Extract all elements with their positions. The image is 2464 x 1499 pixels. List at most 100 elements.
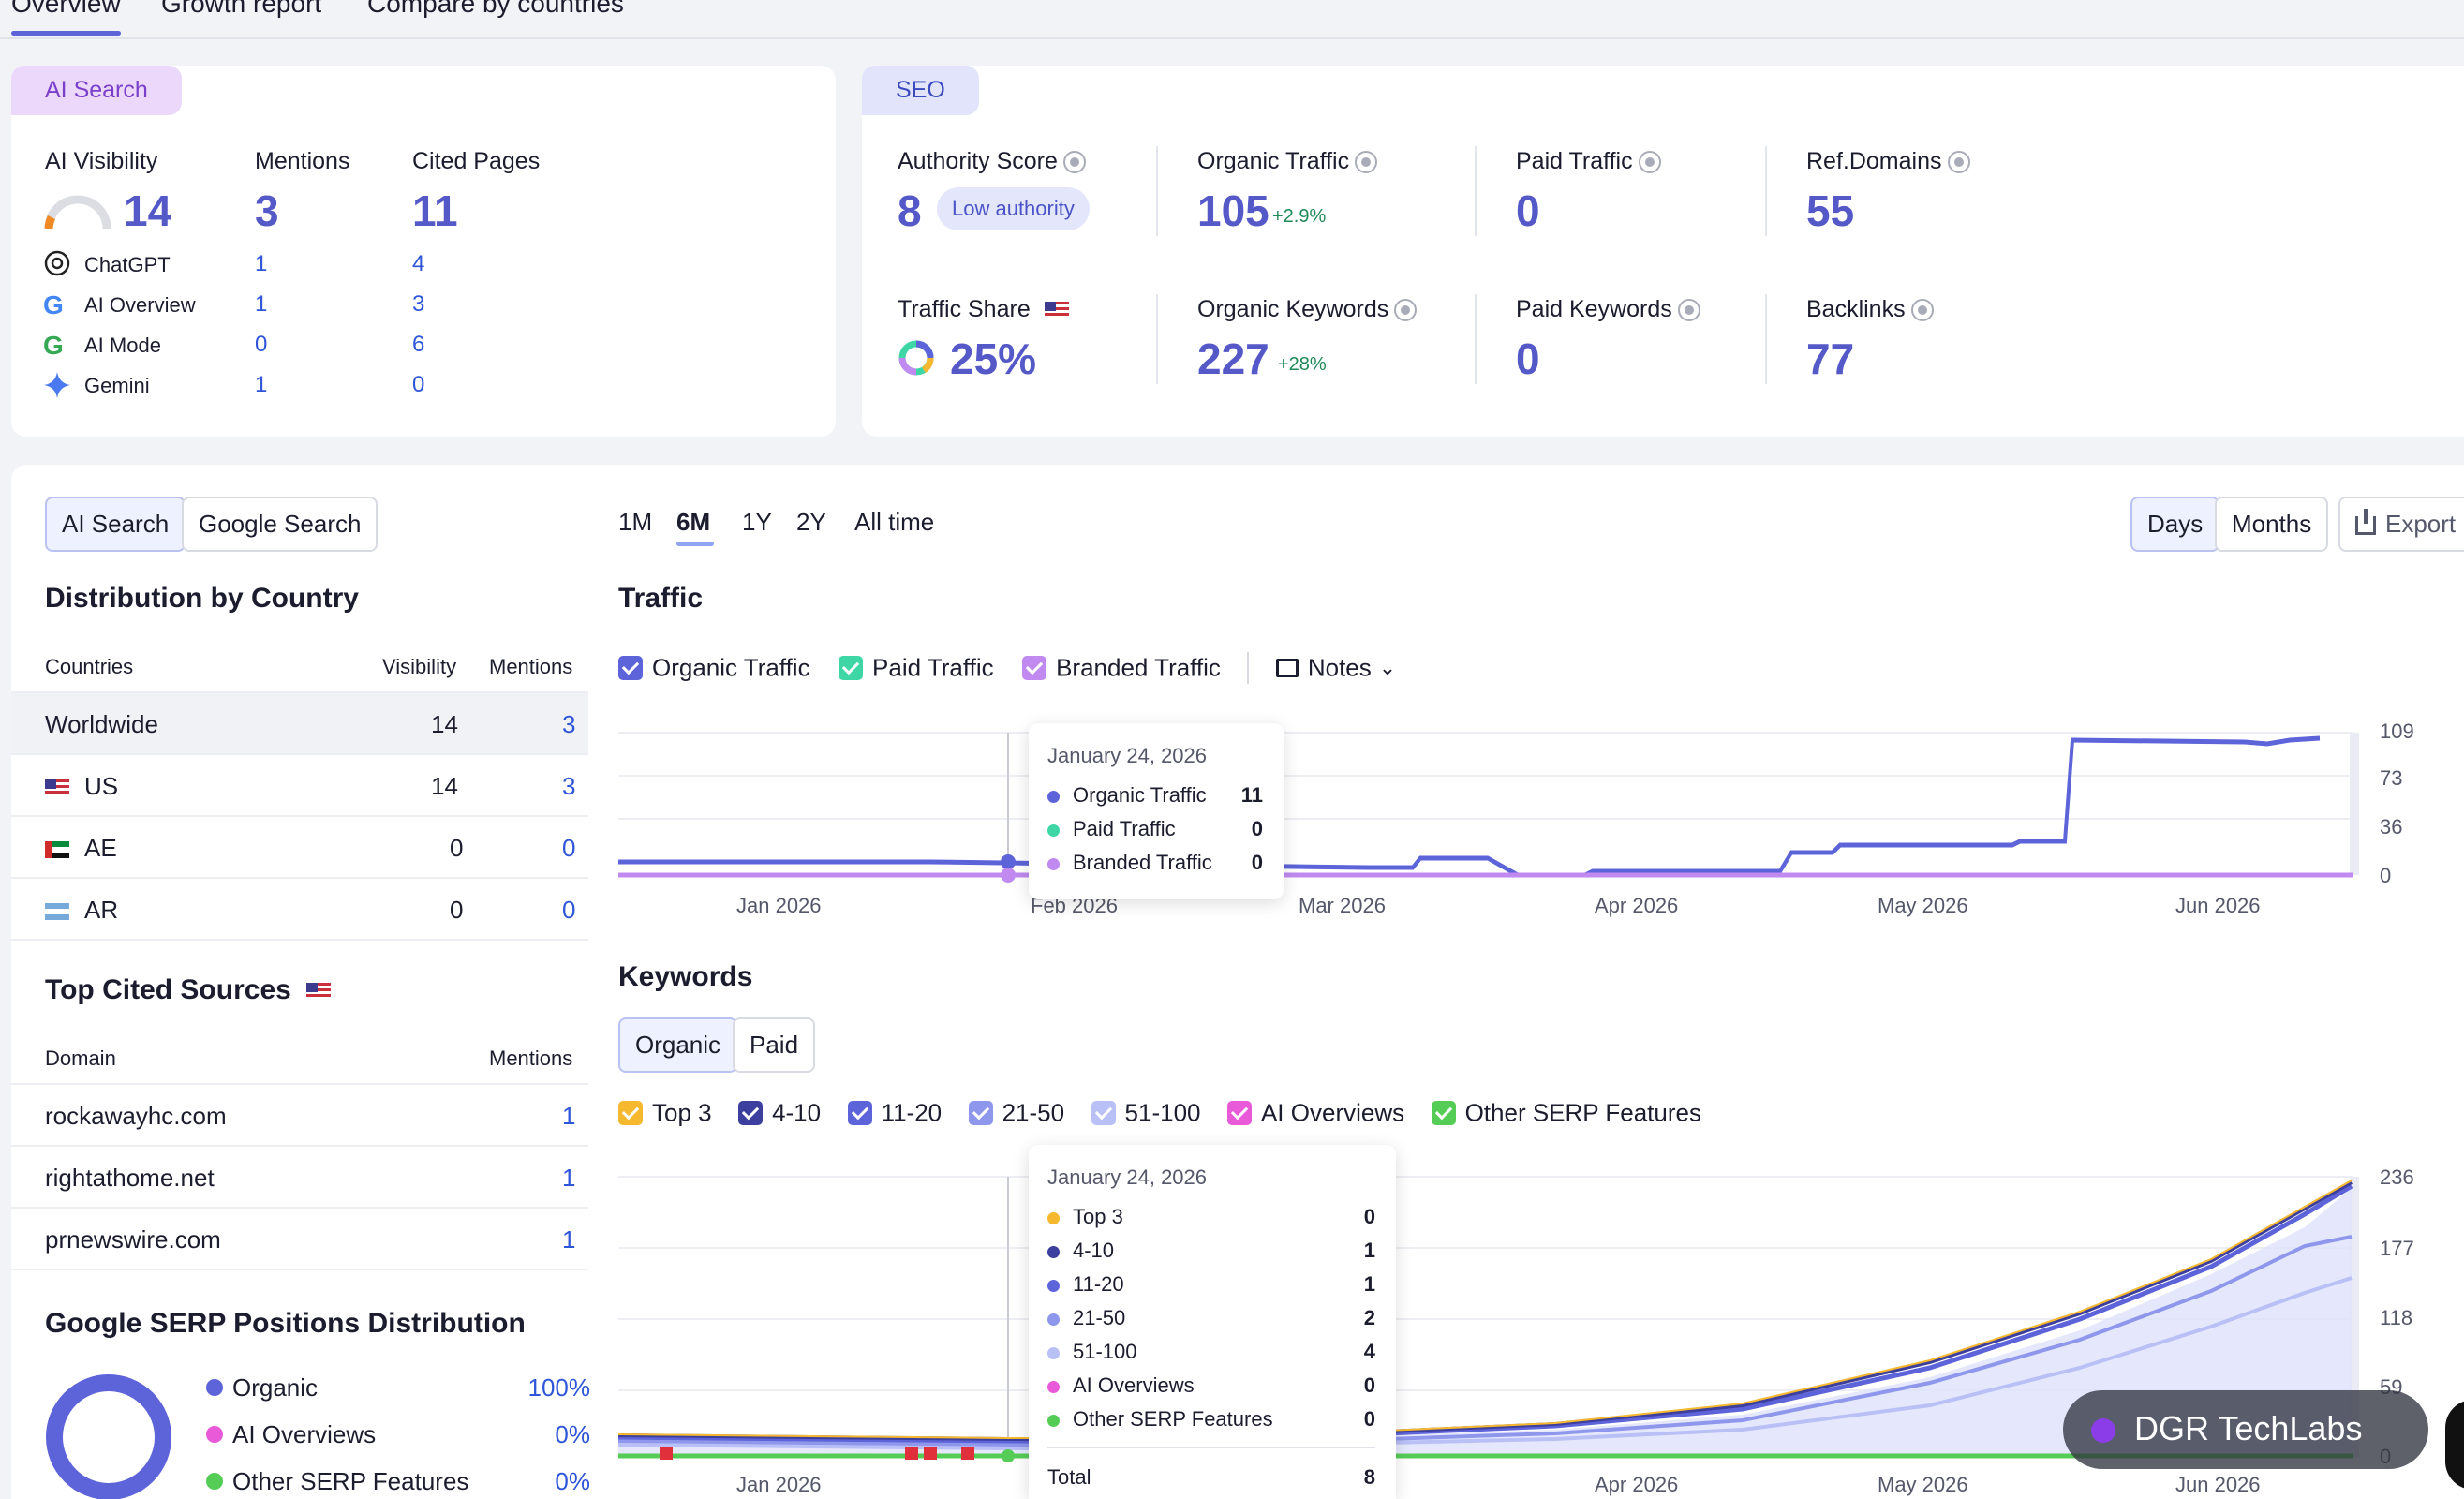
us-flag-icon <box>306 983 332 1001</box>
legend-top-3[interactable]: Top 3 <box>618 1098 712 1126</box>
table-row[interactable]: AE 0 0 <box>11 817 588 879</box>
keywords-legend: Top 3 4-10 11-20 21-50 51-100 AI Overvie… <box>618 1098 1701 1127</box>
engine-cited-ai-overview[interactable]: 3 <box>412 291 425 317</box>
us-flag-icon <box>1044 302 1069 319</box>
source-mentions[interactable]: 1 <box>562 1164 576 1192</box>
tooltip-row: Organic Traffic 11 <box>1047 783 1263 808</box>
ae-flag-icon <box>45 841 69 858</box>
backlinks-value[interactable]: 77 <box>1806 334 1855 383</box>
traffic-share-label: Traffic Share <box>898 296 1069 323</box>
engine-mentions-ai-mode[interactable]: 0 <box>255 332 268 357</box>
checkbox-icon <box>738 1100 764 1125</box>
source-domain[interactable]: rockawayhc.com <box>45 1102 227 1130</box>
ai-visibility-value: 14 <box>124 186 172 235</box>
tab-compare-by-countries[interactable]: Compare by countries <box>367 0 624 18</box>
source-mentions[interactable]: 1 <box>562 1102 576 1130</box>
floating-button[interactable] <box>2445 1400 2464 1490</box>
country-visibility: 0 <box>450 834 464 862</box>
ai-search-card: AI Search AI Visibility 14 Mentions 3 Ci… <box>11 66 836 437</box>
legend-21-50[interactable]: 21-50 <box>968 1098 1064 1126</box>
seo-badge: SEO <box>862 66 979 115</box>
google-icon: G <box>43 331 64 360</box>
notes-dropdown[interactable]: Notes ⌄ <box>1275 654 1396 682</box>
table-row[interactable]: rockawayhc.com 1 <box>11 1085 588 1147</box>
tooltip-row: 11-20 1 <box>1047 1272 1375 1297</box>
period-all-time[interactable]: All time <box>854 508 935 536</box>
ref-domains-value[interactable]: 55 <box>1806 186 1855 235</box>
source-domain[interactable]: prnewswire.com <box>45 1225 221 1254</box>
engine-mentions-gemini[interactable]: 1 <box>255 372 268 397</box>
tab-growth-report[interactable]: Growth report <box>161 0 322 18</box>
top-tab-bar: Overview Growth report Compare by countr… <box>0 0 2464 39</box>
traffic-y-tick: 36 <box>2380 815 2403 839</box>
keywords-y-tick: 177 <box>2380 1237 2414 1260</box>
toggle-google-search[interactable]: Google Search <box>182 497 379 552</box>
divider <box>11 691 588 693</box>
table-row[interactable]: US 14 3 <box>11 755 588 817</box>
period-1y[interactable]: 1Y <box>742 508 772 536</box>
legend-51-100[interactable]: 51-100 <box>1091 1098 1201 1126</box>
engine-cited-ai-mode[interactable]: 6 <box>412 332 425 357</box>
tooltip-row: 21-50 2 <box>1047 1306 1375 1330</box>
country-mentions[interactable]: 0 <box>562 834 576 862</box>
engine-mentions-chatgpt[interactable]: 1 <box>255 251 268 276</box>
country-visibility: 14 <box>431 710 458 738</box>
country-mentions[interactable]: 0 <box>562 896 576 924</box>
serp-distribution-title: Google SERP Positions Distribution <box>45 1308 526 1339</box>
period-underline <box>676 542 714 546</box>
checkbox-icon <box>847 1100 872 1125</box>
serp-organic-value: 100% <box>527 1373 591 1402</box>
source-domain[interactable]: rightathome.net <box>45 1164 215 1192</box>
paid-traffic-value[interactable]: 0 <box>1516 186 1540 235</box>
table-row[interactable]: Worldwide 14 3 <box>11 693 588 755</box>
engine-cited-chatgpt[interactable]: 4 <box>412 251 425 276</box>
note-icon <box>1275 659 1299 677</box>
tooltip-row: 4-10 1 <box>1047 1239 1375 1263</box>
view-days[interactable]: Days <box>2130 497 2220 552</box>
period-1m[interactable]: 1M <box>618 508 653 536</box>
country-visibility: 0 <box>450 896 464 924</box>
table-row[interactable]: AR 0 0 <box>11 879 588 941</box>
country-mentions[interactable]: 3 <box>562 772 576 800</box>
period-2y[interactable]: 2Y <box>796 508 826 536</box>
export-button[interactable]: Export <box>2338 497 2464 552</box>
divider <box>1156 294 1158 384</box>
source-mentions[interactable]: 1 <box>562 1225 576 1254</box>
checkbox-icon <box>1431 1100 1456 1125</box>
ar-flag-icon <box>45 903 69 920</box>
legend-other-serp[interactable]: Other SERP Features <box>1431 1098 1701 1126</box>
toggle-ai-search[interactable]: AI Search <box>45 497 186 552</box>
serp-legend-ai-overviews: AI Overviews 0% <box>206 1420 590 1449</box>
us-flag-icon <box>45 779 69 796</box>
organic-traffic-value[interactable]: 105 <box>1197 186 1269 235</box>
engine-mentions-ai-overview[interactable]: 1 <box>255 291 268 317</box>
engine-cited-gemini[interactable]: 0 <box>412 372 425 397</box>
globe-icon <box>1062 151 1086 174</box>
legend-4-10[interactable]: 4-10 <box>738 1098 821 1126</box>
legend-ai-overviews[interactable]: AI Overviews <box>1226 1098 1404 1126</box>
legend-branded-traffic[interactable]: Branded Traffic <box>1022 654 1221 682</box>
period-6m[interactable]: 6M <box>676 508 711 536</box>
engine-name-gemini: Gemini <box>84 374 150 397</box>
paid-keywords-value[interactable]: 0 <box>1516 334 1540 383</box>
traffic-share-donut-icon <box>898 340 934 376</box>
serp-ai-overviews-value: 0% <box>555 1420 590 1448</box>
table-row[interactable]: rightathome.net 1 <box>11 1147 588 1209</box>
toggle-paid[interactable]: Paid <box>733 1017 816 1073</box>
traffic-tooltip: January 24, 2026 Organic Traffic 11 Paid … <box>1029 723 1284 899</box>
country-mentions[interactable]: 3 <box>562 710 576 738</box>
traffic-x-tick: Jun 2026 <box>2175 894 2261 917</box>
legend-organic-traffic[interactable]: Organic Traffic <box>618 654 810 682</box>
legend-11-20[interactable]: 11-20 <box>847 1098 942 1126</box>
tab-overview[interactable]: Overview <box>11 0 121 36</box>
legend-paid-traffic[interactable]: Paid Traffic <box>839 654 994 682</box>
toggle-organic[interactable]: Organic <box>618 1017 738 1073</box>
checkbox-icon <box>1226 1100 1252 1125</box>
organic-traffic-change: +2.9% <box>1272 206 1327 227</box>
country-name: US <box>84 772 119 800</box>
traffic-x-tick: Apr 2026 <box>1595 894 1679 917</box>
view-months[interactable]: Months <box>2215 497 2329 552</box>
table-row[interactable]: prnewswire.com 1 <box>11 1209 588 1270</box>
organic-keywords-value[interactable]: 227 <box>1197 334 1269 383</box>
seo-card: SEO Authority Score 8 Low authority Orga… <box>862 66 2464 437</box>
